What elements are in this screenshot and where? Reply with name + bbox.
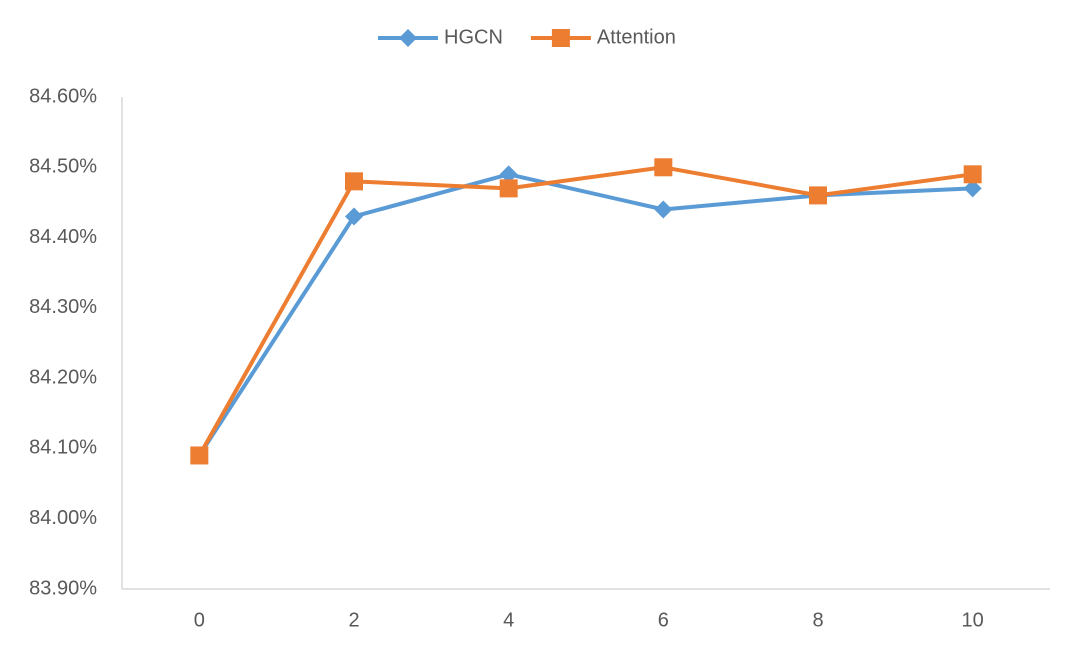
- y-tick-label: 84.10%: [29, 437, 97, 459]
- y-tick-label: 84.30%: [29, 296, 97, 318]
- x-tick-label: 4: [503, 609, 514, 631]
- data-point: [190, 446, 209, 465]
- x-tick-label: 6: [658, 609, 669, 631]
- x-tick-label: 8: [812, 609, 823, 631]
- legend-marker: [551, 29, 570, 47]
- data-point: [963, 165, 982, 184]
- data-point: [654, 158, 673, 177]
- x-tick-label: 0: [194, 609, 205, 631]
- y-tick-label: 84.50%: [29, 156, 97, 178]
- y-tick-label: 84.20%: [29, 366, 97, 388]
- data-point: [809, 186, 827, 205]
- y-tick-label: 84.00%: [29, 507, 97, 529]
- x-tick-label: 10: [962, 609, 984, 631]
- series-line: [197, 165, 973, 457]
- data-point: [963, 179, 982, 198]
- legend-label: HGCN: [444, 26, 503, 48]
- x-tick-label: 2: [348, 609, 359, 631]
- legend-marker: [399, 29, 417, 47]
- data-point: [345, 172, 363, 191]
- data-point: [499, 179, 518, 198]
- series-line: [197, 172, 973, 457]
- y-tick-label: 84.60%: [29, 85, 97, 107]
- y-tick-label: 83.90%: [29, 577, 97, 599]
- y-tick-label: 84.40%: [29, 226, 97, 248]
- legend-label: Attention: [597, 26, 676, 48]
- data-point: [654, 200, 673, 219]
- data-point: [345, 207, 363, 226]
- data-point: [499, 165, 518, 184]
